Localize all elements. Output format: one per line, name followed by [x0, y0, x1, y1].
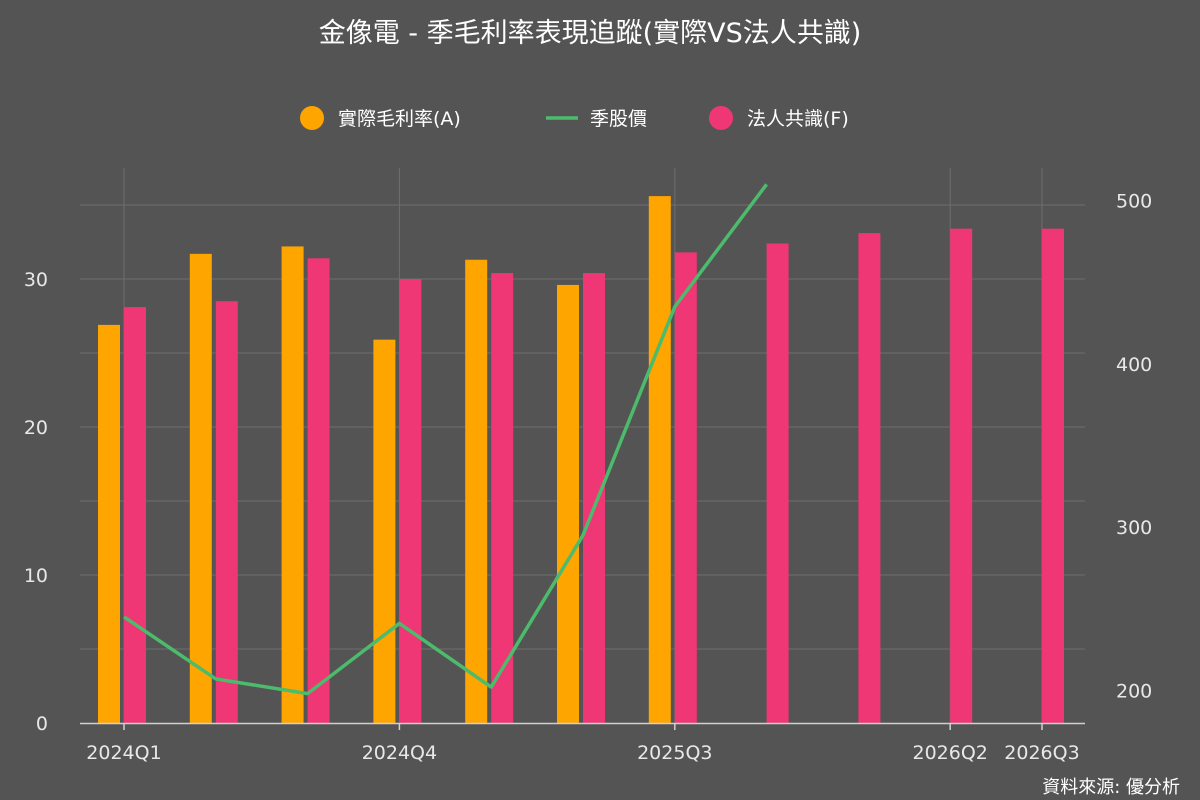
- y-right-tick-label: 300: [1116, 517, 1152, 539]
- bar-actual-margin: [373, 339, 396, 723]
- y-left-tick-label: 20: [24, 417, 48, 439]
- y-axis-left: 0 10 20 30: [24, 269, 48, 735]
- bar-consensus-margin: [766, 243, 789, 724]
- legend-label-consensus: 法人共識(F): [747, 108, 849, 130]
- y-left-tick-label: 10: [24, 565, 48, 587]
- legend-marker-consensus: [709, 106, 733, 130]
- price-line: [123, 183, 769, 696]
- legend-marker-actual: [300, 106, 324, 130]
- y-left-tick-label: 30: [24, 269, 48, 291]
- bar-consensus-margin: [583, 273, 605, 723]
- x-tick-label: 2024Q4: [362, 742, 437, 764]
- bar-actual-margin: [189, 253, 212, 723]
- bar-consensus-margin: [307, 258, 330, 723]
- x-tick-label: 2025Q3: [637, 742, 712, 764]
- bar-actual-margin: [465, 259, 488, 723]
- bar-consensus-margin: [858, 233, 881, 723]
- x-tick-label: 2026Q2: [912, 742, 987, 764]
- x-tick-label: 2026Q3: [1004, 742, 1079, 764]
- x-tick-label: 2024Q1: [86, 742, 161, 764]
- legend: 實際毛利率(A) 季股價 法人共識(F): [300, 106, 849, 130]
- bars: [98, 196, 1064, 724]
- legend-label-price: 季股價: [590, 108, 647, 130]
- bar-actual-margin: [281, 246, 304, 723]
- bar-actual-margin: [648, 196, 671, 723]
- bar-consensus-margin: [1042, 228, 1064, 723]
- bar-actual-margin: [557, 284, 579, 723]
- source-label: 資料來源: 優分析: [1042, 777, 1180, 798]
- price-line-path: [123, 183, 769, 696]
- chart-title: 金像電 - 季毛利率表現追蹤(實際VS法人共識): [319, 18, 862, 49]
- y-right-tick-label: 500: [1116, 191, 1152, 213]
- legend-label-actual: 實際毛利率(A): [338, 108, 461, 130]
- bar-consensus-margin: [674, 252, 697, 724]
- y-right-tick-label: 400: [1116, 354, 1152, 376]
- bar-consensus-margin: [215, 301, 238, 723]
- bar-consensus-margin: [399, 279, 422, 723]
- y-axis-right: 200 300 400 500: [1116, 191, 1152, 703]
- bar-actual-margin: [98, 324, 120, 723]
- x-axis: 2024Q1 2024Q4 2025Q3 2026Q2 2026Q3: [80, 722, 1085, 764]
- bar-consensus-margin: [950, 228, 973, 723]
- y-right-tick-label: 200: [1116, 680, 1152, 702]
- y-left-tick-label: 0: [36, 713, 48, 735]
- bar-consensus-margin: [491, 273, 514, 723]
- bar-consensus-margin: [124, 307, 146, 723]
